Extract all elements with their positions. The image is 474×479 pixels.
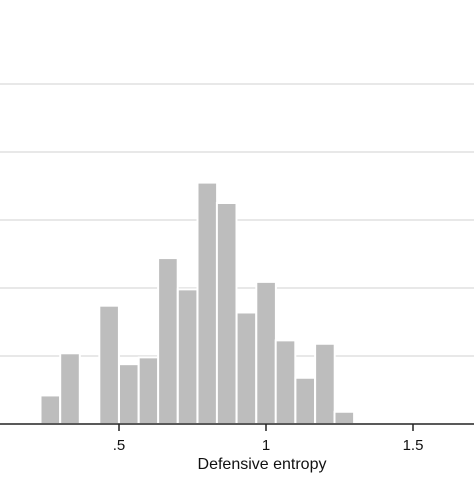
histogram-bar (294, 376, 317, 426)
histogram-bar (274, 339, 297, 425)
histogram-bar (39, 394, 62, 426)
x-tick-label: .5 (113, 437, 126, 454)
histogram-bar (255, 280, 277, 425)
histogram-bar (59, 352, 81, 425)
x-axis-title: Defensive entropy (198, 456, 327, 473)
histogram-bar (176, 288, 199, 425)
x-axis-ticks: .5 1 1.5 (113, 424, 424, 454)
histogram-bar (215, 202, 238, 425)
x-tick-label: 1 (262, 437, 270, 454)
histogram-bar (157, 257, 179, 425)
histogram-bar (98, 304, 120, 425)
histogram-bar (314, 342, 336, 426)
histogram-bar (137, 356, 160, 425)
histogram-bar (333, 410, 356, 426)
histogram-bars (39, 181, 414, 426)
x-tick-label: 1.5 (403, 437, 424, 454)
histogram-bar (118, 363, 140, 426)
histogram-bar (196, 181, 219, 425)
histogram-bar (235, 311, 258, 426)
